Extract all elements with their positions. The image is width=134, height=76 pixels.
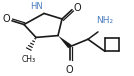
Text: NH₂: NH₂ (96, 16, 113, 24)
Text: O: O (2, 14, 10, 24)
Text: O: O (74, 3, 82, 13)
Text: CH₃: CH₃ (22, 55, 36, 64)
Text: O: O (65, 65, 73, 75)
Text: HN: HN (30, 2, 43, 11)
Polygon shape (58, 36, 72, 48)
